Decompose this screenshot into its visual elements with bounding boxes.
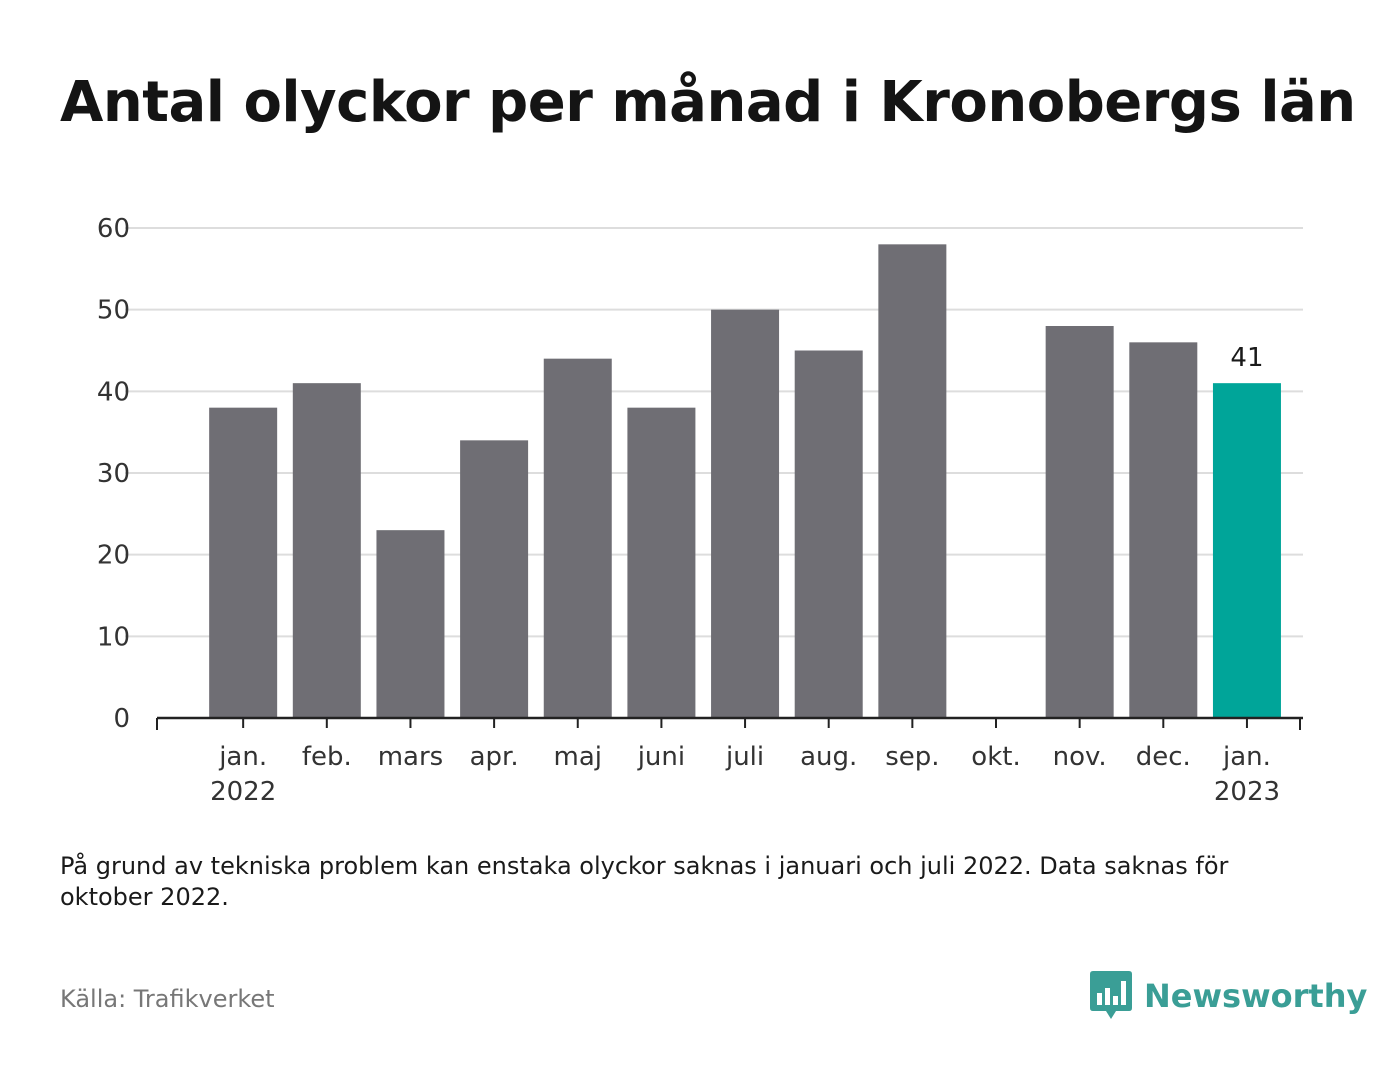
y-tick-label: 10: [97, 622, 130, 652]
x-tick-label: mars: [378, 742, 444, 772]
y-tick-label: 20: [97, 541, 130, 571]
x-tick-year-label: 2022: [210, 777, 276, 807]
bar: [209, 407, 278, 718]
bar: [460, 440, 529, 718]
footnote: På grund av tekniska problem kan enstaka…: [60, 852, 1229, 911]
x-tick-label: okt.: [971, 742, 1020, 772]
bar: [292, 383, 361, 718]
x-tick-label: aug.: [800, 742, 857, 772]
x-tick-label: dec.: [1136, 742, 1191, 772]
x-tick-label: sep.: [885, 742, 939, 772]
bar: [543, 358, 612, 718]
brand-name: Newsworthy: [1144, 977, 1368, 1015]
bar: [878, 244, 947, 719]
y-tick-label: 40: [97, 377, 130, 407]
y-tick-label: 50: [97, 296, 130, 326]
y-tick-label: 60: [97, 214, 130, 244]
source-credit: Källa: Trafikverket: [60, 985, 275, 1013]
x-tick-label: juli: [725, 742, 764, 772]
bar-chart: 0 10 20 30 40 50 60 41 jan. 2022 feb. mars apr. maj ju…: [97, 214, 1303, 807]
bar: [1212, 383, 1281, 718]
x-tick-year-label: 2023: [1214, 777, 1280, 807]
x-tick-label: juni: [637, 742, 685, 772]
x-tick-label: maj: [554, 742, 602, 772]
brand-logo: Newsworthy: [1090, 968, 1367, 1024]
chart-title: Antal olyckor per månad i Kronobergs län: [60, 70, 1356, 135]
bar: [1129, 342, 1198, 718]
x-tick-label: nov.: [1053, 742, 1107, 772]
data-label: 41: [1230, 343, 1263, 373]
bar: [794, 350, 863, 718]
x-tick-label: jan.: [1222, 742, 1271, 772]
bar: [376, 530, 445, 718]
x-tick-label: apr.: [470, 742, 519, 772]
bar: [1045, 326, 1114, 718]
y-tick-label: 0: [113, 704, 130, 734]
y-tick-label: 30: [97, 459, 130, 489]
bar-chart-speech-bubble-icon: [1090, 971, 1132, 1019]
bar: [627, 407, 696, 718]
x-tick-label: feb.: [302, 742, 352, 772]
bar: [711, 309, 780, 718]
x-tick-label: jan.: [218, 742, 267, 772]
